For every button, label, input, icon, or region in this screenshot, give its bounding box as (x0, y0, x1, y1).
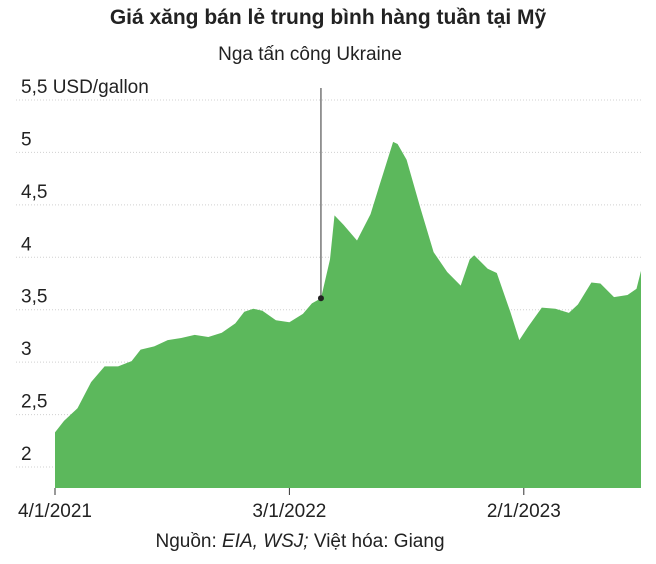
annotation-marker (317, 88, 324, 302)
x-tick-label: 2/1/2023 (487, 501, 561, 522)
source-suffix: Việt hóa: Giang (308, 531, 445, 552)
y-tick-label: 5,5 USD/gallon (21, 77, 149, 98)
y-tick-label: 2,5 (21, 392, 47, 413)
price-area (55, 141, 641, 488)
chart-title: Giá xăng bán lẻ trung bình hàng tuần tại… (109, 6, 547, 29)
y-tick-label: 3 (21, 339, 32, 360)
source-italic: EIA, WSJ; (222, 531, 309, 552)
x-tick-label: 3/1/2022 (252, 501, 326, 522)
y-axis-ticks: 5,5 USD/gallon 5 4,5 4 3,5 3 2,5 2 (21, 77, 149, 465)
y-tick-label: 2 (21, 444, 32, 465)
invasion-annotation-label: Nga tấn công Ukraine (218, 44, 402, 65)
x-tick-label: 4/1/2021 (18, 501, 92, 522)
y-tick-label: 4,5 (21, 182, 47, 203)
x-axis-ticks: 4/1/2021 3/1/2022 2/1/2023 (18, 488, 561, 522)
source-prefix: Nguồn: (155, 531, 223, 552)
annotation-dot (317, 295, 324, 302)
y-tick-label: 4 (21, 234, 32, 255)
y-tick-label: 3,5 (21, 287, 47, 308)
y-tick-label: 5 (21, 129, 32, 150)
source-note: Nguồn: EIA, WSJ; Việt hóa: Giang (0, 531, 600, 553)
